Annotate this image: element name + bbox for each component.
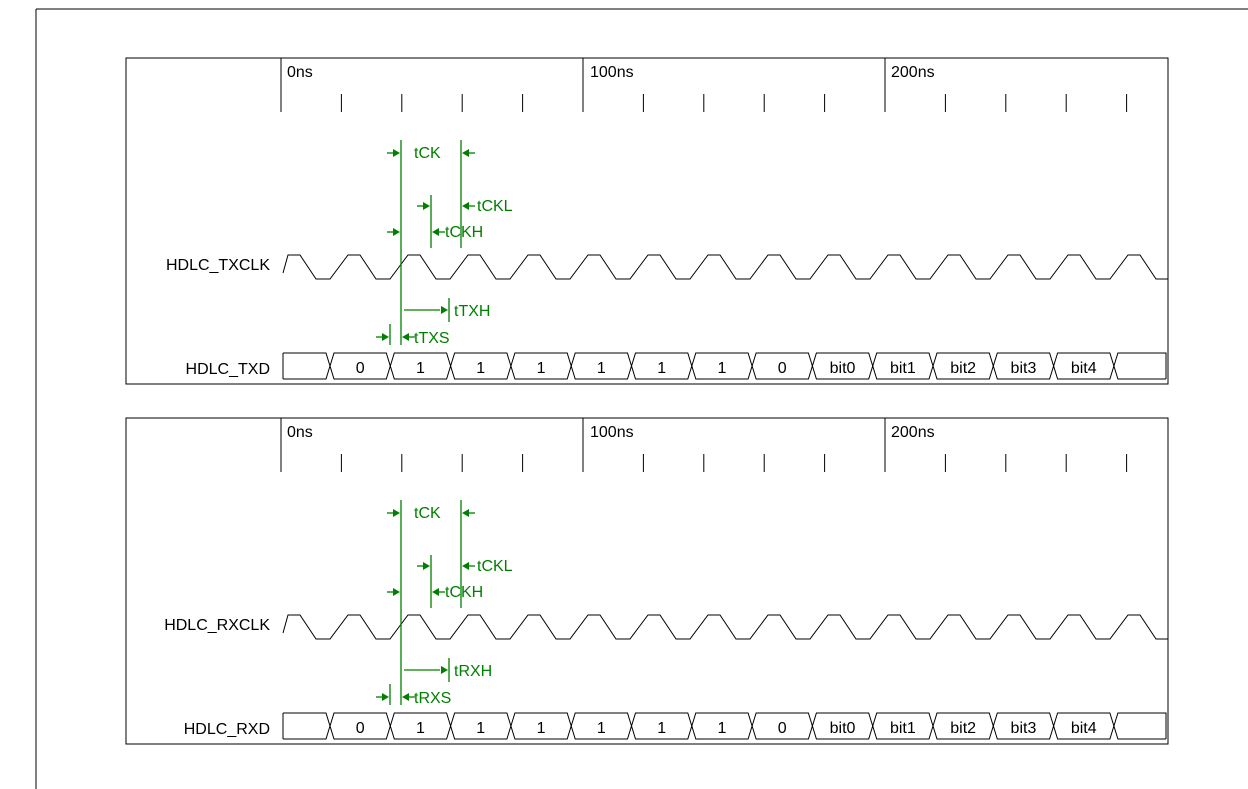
time-label-100ns: 100ns bbox=[590, 64, 634, 81]
arrow-head bbox=[393, 509, 400, 517]
clock-waveform bbox=[282, 254, 1168, 280]
tckl-label: tCKL bbox=[477, 558, 513, 575]
arrow-head bbox=[462, 509, 469, 517]
tckh-label: tCKH bbox=[445, 224, 483, 241]
bus-segment-label: bit4 bbox=[1071, 720, 1097, 737]
tx-timing-panel: 0ns 100ns 200ns HDLC_TXCLK HDLC_TXD tCK … bbox=[125, 57, 1169, 385]
time-label-0ns: 0ns bbox=[287, 424, 313, 441]
panel-border bbox=[125, 57, 1169, 385]
tck-label: tCK bbox=[414, 145, 441, 162]
bus-segment-label: bit0 bbox=[830, 360, 856, 377]
bus-segment-label: bit4 bbox=[1071, 360, 1097, 377]
bus-outline-bottom bbox=[283, 364, 1166, 380]
bus-segment-label: 1 bbox=[537, 720, 546, 737]
tck-label: tCK bbox=[414, 505, 441, 522]
arrow-head bbox=[382, 333, 389, 341]
bus-segment-label: 1 bbox=[657, 720, 666, 737]
bus-segment-label: 0 bbox=[778, 360, 787, 377]
arrow-head bbox=[423, 202, 430, 210]
arrow-head bbox=[402, 333, 409, 341]
tckh-label: tCKH bbox=[445, 584, 483, 601]
clock-waveform bbox=[282, 614, 1168, 640]
arrow-head bbox=[393, 228, 400, 236]
bus-outline-bottom bbox=[283, 724, 1166, 740]
arrow-head bbox=[432, 228, 439, 236]
bus-segment-label: bit1 bbox=[890, 720, 916, 737]
bus-segment-label: 1 bbox=[657, 360, 666, 377]
panel-graphics: 0 1 1 1 1 1 1 0 bit0 bit1 bit2 bit3 bit4 bbox=[280, 418, 1168, 740]
bus-segment-label: 1 bbox=[537, 360, 546, 377]
hold-arrow-head bbox=[441, 666, 448, 674]
arrow-head bbox=[402, 693, 409, 701]
bus-segment-label: 0 bbox=[356, 720, 365, 737]
time-label-0ns: 0ns bbox=[287, 64, 313, 81]
data-signal-name: HDLC_TXD bbox=[186, 361, 270, 378]
bus-segment-label: 1 bbox=[416, 360, 425, 377]
bus-segment-label: bit3 bbox=[1011, 360, 1037, 377]
arrow-head bbox=[382, 693, 389, 701]
hold-time-label: tRXH bbox=[454, 663, 492, 680]
panel-border bbox=[125, 417, 1169, 745]
hold-time-label: tTXH bbox=[454, 303, 490, 320]
bus-outline-top bbox=[283, 712, 1167, 739]
setup-time-label: tTXS bbox=[414, 330, 450, 347]
setup-time-label: tRXS bbox=[414, 690, 451, 707]
bus-segment-label: bit1 bbox=[890, 360, 916, 377]
arrow-head bbox=[462, 202, 469, 210]
bus-segment-label: bit2 bbox=[950, 720, 976, 737]
arrow-head bbox=[423, 562, 430, 570]
bus-segment-label: 0 bbox=[356, 360, 365, 377]
time-label-100ns: 100ns bbox=[590, 424, 634, 441]
rx-timing-panel: 0ns 100ns 200ns HDLC_RXCLK HDLC_RXD tCK … bbox=[125, 417, 1169, 745]
data-signal-name: HDLC_RXD bbox=[184, 721, 270, 738]
hold-arrow-head bbox=[441, 306, 448, 314]
clock-signal-name: HDLC_TXCLK bbox=[166, 257, 270, 274]
arrow-head bbox=[393, 588, 400, 596]
bus-segment-label: 1 bbox=[597, 720, 606, 737]
bus-segment-label: 1 bbox=[717, 720, 726, 737]
bus-segment-label: 0 bbox=[778, 720, 787, 737]
bus-segment-label: 1 bbox=[597, 360, 606, 377]
bus-segment-label: bit3 bbox=[1011, 720, 1037, 737]
time-label-200ns: 200ns bbox=[891, 64, 935, 81]
bus-segment-label: 1 bbox=[717, 360, 726, 377]
bus-outline-top bbox=[283, 352, 1167, 379]
tckl-label: tCKL bbox=[477, 198, 513, 215]
bus-segment-label: 1 bbox=[476, 720, 485, 737]
clock-signal-name: HDLC_RXCLK bbox=[164, 617, 270, 634]
bus-segment-label: bit0 bbox=[830, 720, 856, 737]
panel-graphics: 0 1 1 1 1 1 1 0 bit0 bit1 bit2 bit3 bit4 bbox=[280, 58, 1168, 380]
arrow-head bbox=[432, 588, 439, 596]
arrow-head bbox=[462, 149, 469, 157]
arrow-head bbox=[393, 149, 400, 157]
time-label-200ns: 200ns bbox=[891, 424, 935, 441]
bus-segment-label: 1 bbox=[416, 720, 425, 737]
arrow-head bbox=[462, 562, 469, 570]
bus-segment-label: 1 bbox=[476, 360, 485, 377]
bus-segment-label: bit2 bbox=[950, 360, 976, 377]
